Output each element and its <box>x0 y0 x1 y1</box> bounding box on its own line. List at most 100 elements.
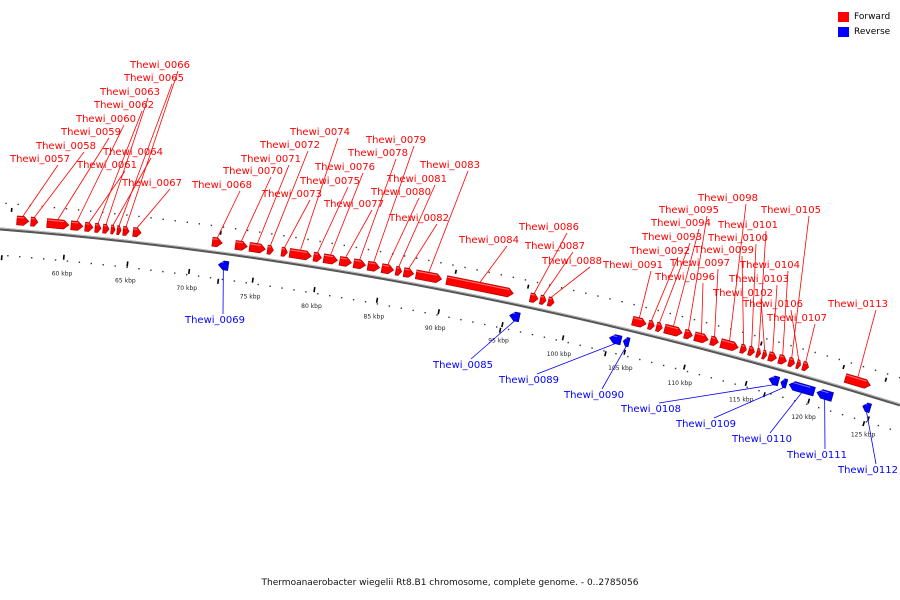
upper-tick-mark <box>759 341 763 346</box>
label-Thewi_0096: Thewi_0096 <box>654 272 715 283</box>
leader-Thewi_0098 <box>729 203 747 341</box>
label-Thewi_0078: Thewi_0078 <box>347 148 408 159</box>
gene-Thewi_0086 <box>528 292 539 303</box>
scale-tick-mark <box>744 380 748 387</box>
scale-tick-label: 70 kbp <box>176 285 197 292</box>
label-Thewi_0111: Thewi_0111 <box>786 450 847 461</box>
upper-tick-mark <box>884 377 888 382</box>
upper-tick-mark <box>526 284 530 289</box>
leader-Thewi_0103 <box>772 284 778 353</box>
label-Thewi_0071: Thewi_0071 <box>240 154 301 165</box>
label-Thewi_0080: Thewi_0080 <box>370 187 431 198</box>
leader-Thewi_0078 <box>359 158 397 260</box>
gene-Thewi_0079 <box>366 260 381 272</box>
reverse-swatch <box>838 26 849 37</box>
label-Thewi_0092: Thewi_0092 <box>629 246 690 257</box>
gene-Thewi_0109 <box>780 378 789 389</box>
label-Thewi_0087: Thewi_0087 <box>524 241 585 252</box>
gene-Thewi_0093 <box>655 321 663 332</box>
label-Thewi_0097: Thewi_0097 <box>669 258 730 269</box>
label-Thewi_0101: Thewi_0101 <box>717 220 778 231</box>
gene-Thewi_0112 <box>862 402 873 414</box>
legend-reverse-label: Reverse <box>854 26 891 37</box>
scale-tick-label: 115 kbp <box>729 396 754 403</box>
scale-tick-label: 105 kbp <box>608 365 633 372</box>
gene-Thewi_0113 <box>843 373 871 389</box>
label-Thewi_0099: Thewi_0099 <box>693 245 754 256</box>
gene-Thewi_0102 <box>761 349 767 360</box>
label-Thewi_0081: Thewi_0081 <box>386 174 447 185</box>
chromosome-axis <box>0 227 900 407</box>
scale-tick-label: 80 kbp <box>301 303 322 310</box>
leader-Thewi_0104 <box>782 270 789 356</box>
gene-Thewi_0106 <box>795 359 801 370</box>
label-Thewi_0058: Thewi_0058 <box>35 141 96 152</box>
leader-Thewi_0102 <box>760 298 766 351</box>
gene-Thewi_0069 <box>217 260 230 271</box>
leader-Thewi_0077 <box>345 209 373 258</box>
label-Thewi_0105: Thewi_0105 <box>760 205 821 216</box>
label-Thewi_0083: Thewi_0083 <box>419 160 480 171</box>
leader-Thewi_0066 <box>125 70 179 227</box>
label-Thewi_0113: Thewi_0113 <box>827 299 888 310</box>
leader-Thewi_0082 <box>408 223 438 269</box>
scale-tick-label: 65 kbp <box>115 277 136 284</box>
label-Thewi_0059: Thewi_0059 <box>60 127 121 138</box>
leader-Thewi_0083 <box>428 170 469 273</box>
label-Thewi_0107: Thewi_0107 <box>766 313 827 324</box>
label-Thewi_0057: Thewi_0057 <box>9 154 70 165</box>
gene-Thewi_0065 <box>116 225 122 236</box>
label-Thewi_0093: Thewi_0093 <box>641 232 702 243</box>
scale-tick-label: 120 kbp <box>791 414 816 421</box>
lower-tick-mark <box>862 421 866 427</box>
gene-Thewi_0092 <box>647 319 655 330</box>
leader-Thewi_0088 <box>550 266 591 298</box>
gene-Thewi_0089 <box>608 334 623 346</box>
scale-tick-mark <box>682 364 686 370</box>
leader-Thewi_0091 <box>638 270 652 318</box>
label-Thewi_0069: Thewi_0069 <box>184 315 245 326</box>
scale-tick-mark <box>561 335 565 341</box>
label-Thewi_0063: Thewi_0063 <box>99 87 160 98</box>
legend: Forward Reverse <box>838 9 890 39</box>
leader-Thewi_0107 <box>805 323 816 363</box>
gene-Thewi_0073 <box>280 246 288 257</box>
gene-Thewi_0101 <box>755 347 761 358</box>
gene-Thewi_0107 <box>801 360 809 372</box>
leader-Thewi_0080 <box>387 197 420 265</box>
leader-Thewi_0071 <box>257 164 290 244</box>
gene-Thewi_0060 <box>70 220 84 231</box>
leader-Thewi_0060 <box>76 124 125 222</box>
gene-Thewi_0096 <box>693 331 709 344</box>
label-Thewi_0085: Thewi_0085 <box>432 360 493 371</box>
label-Thewi_0112: Thewi_0112 <box>837 465 898 476</box>
gene-Thewi_0059 <box>46 218 70 230</box>
leader-Thewi_0070 <box>241 176 272 242</box>
gene-Thewi_0081 <box>394 265 403 276</box>
label-Thewi_0072: Thewi_0072 <box>259 140 320 151</box>
label-Thewi_0070: Thewi_0070 <box>222 166 283 177</box>
gene-Thewi_0072 <box>266 244 274 255</box>
leader-Thewi_0074 <box>300 137 339 251</box>
gene-Thewi_0100 <box>747 345 755 356</box>
leader-Thewi_0085 <box>470 320 515 360</box>
gene-labels: Thewi_0057 Thewi_0058 Thewi_0059 Thewi_0060… <box>9 60 898 476</box>
gene-Thewi_0076 <box>322 253 338 265</box>
label-Thewi_0075: Thewi_0075 <box>299 176 360 187</box>
leader-Thewi_0101 <box>758 230 767 349</box>
gene-Thewi_0099 <box>739 343 747 354</box>
label-Thewi_0095: Thewi_0095 <box>658 205 719 216</box>
scale-tick-mark <box>375 297 379 303</box>
leader-Thewi_0097 <box>714 268 719 337</box>
scale-tick-label: 85 kbp <box>364 313 385 320</box>
gene-Thewi_0103 <box>767 351 777 362</box>
label-Thewi_0109: Thewi_0109 <box>675 419 736 430</box>
label-Thewi_0076: Thewi_0076 <box>314 162 375 173</box>
position-dots <box>5 202 900 430</box>
scale-tick-label: 100 kbp <box>547 351 572 358</box>
gene-Thewi_0077 <box>338 256 353 267</box>
leader-Thewi_0109 <box>713 387 784 419</box>
label-Thewi_0102: Thewi_0102 <box>712 288 773 299</box>
upper-tick-mark <box>842 364 845 370</box>
